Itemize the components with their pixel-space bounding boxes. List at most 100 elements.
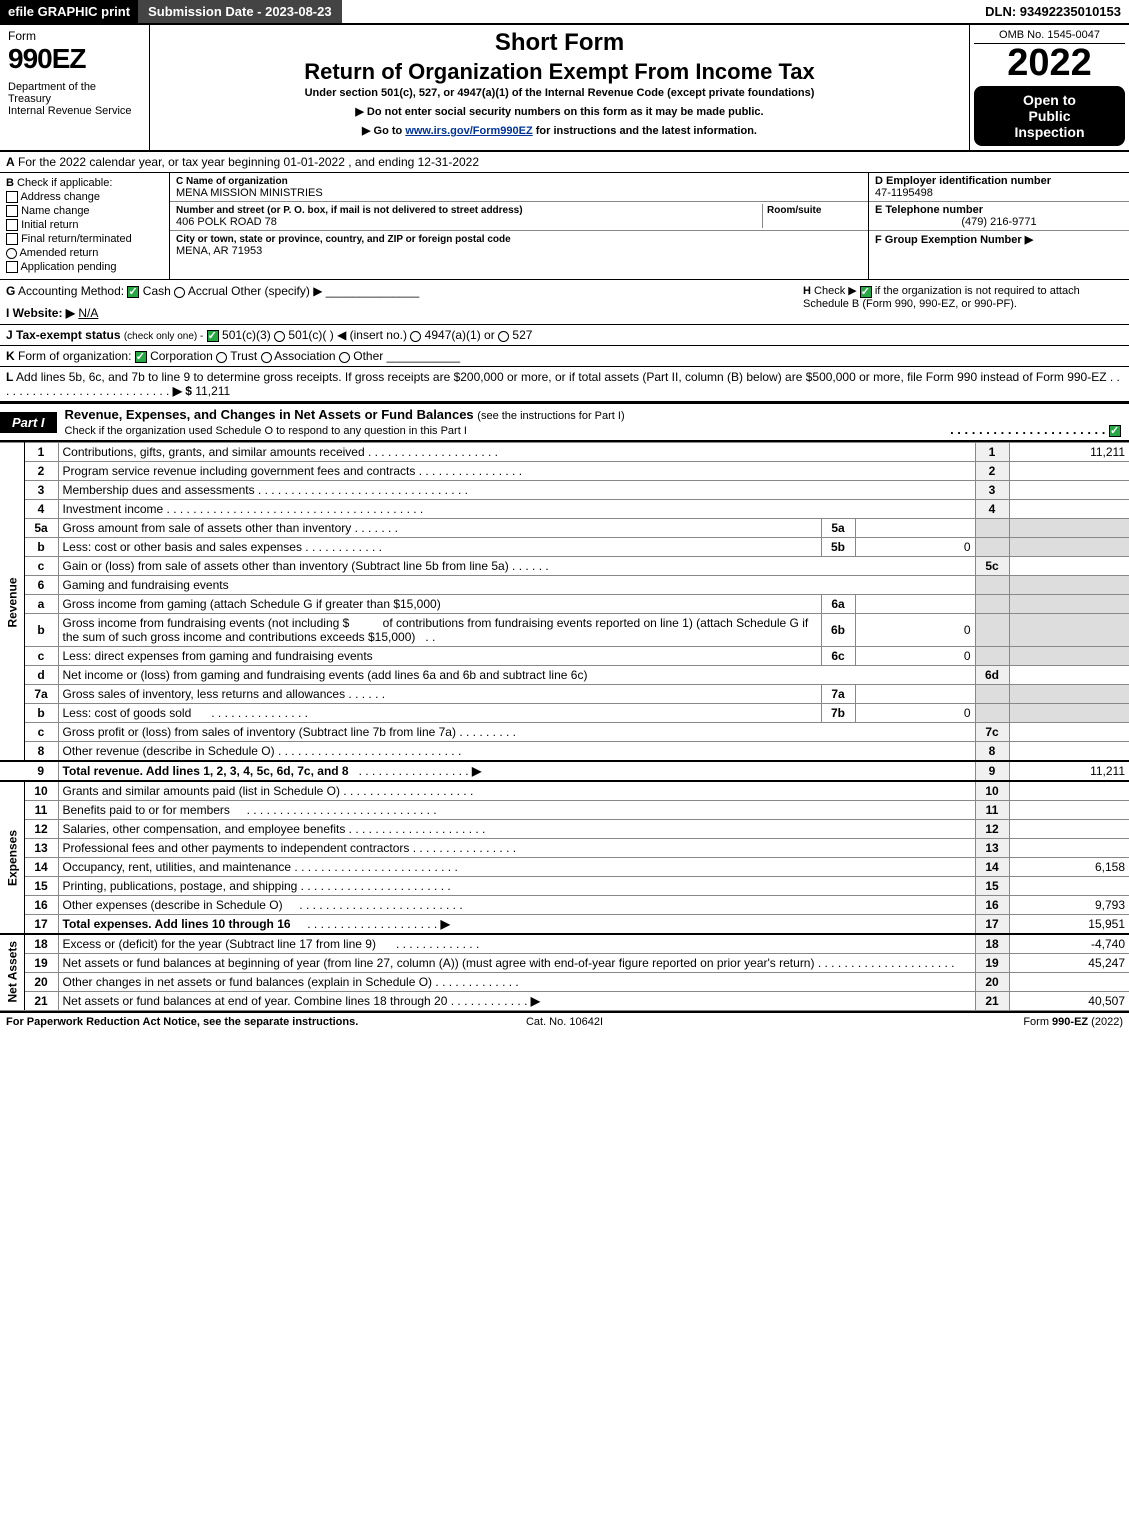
return-subtitle: Under section 501(c), 527, or 4947(a)(1)… bbox=[158, 87, 961, 99]
chk-label: Final return/terminated bbox=[21, 233, 132, 245]
phone-cell: E Telephone number (479) 216-9771 bbox=[869, 202, 1129, 231]
ln-no: d bbox=[24, 666, 58, 685]
chk-label: Amended return bbox=[19, 247, 98, 259]
box-no: 7c bbox=[975, 723, 1009, 742]
group-exempt-label: F Group Exemption Number bbox=[875, 234, 1022, 246]
line-14: 14 Occupancy, rent, utilities, and maint… bbox=[0, 858, 1129, 877]
side-revenue: Revenue bbox=[0, 443, 24, 762]
ln-desc: Less: direct expenses from gaming and fu… bbox=[63, 649, 373, 663]
chk-schedule-b[interactable] bbox=[860, 286, 872, 298]
chk-accrual[interactable] bbox=[174, 287, 185, 298]
room-label: Room/suite bbox=[767, 205, 821, 216]
ln-desc: Net income or (loss) from gaming and fun… bbox=[63, 668, 588, 682]
form-header: Form 990EZ Department of the Treasury In… bbox=[0, 25, 1129, 152]
chk-corporation[interactable] bbox=[135, 351, 147, 363]
header-left: Form 990EZ Department of the Treasury In… bbox=[0, 25, 150, 150]
chk-label: Address change bbox=[20, 191, 100, 203]
addr-cell: Number and street (or P. O. box, if mail… bbox=[170, 202, 868, 231]
website-value: N/A bbox=[78, 306, 98, 320]
arrow-icon: ▶ $ bbox=[173, 384, 192, 398]
ln-no: 8 bbox=[24, 742, 58, 762]
city-label: City or town, state or province, country… bbox=[176, 234, 511, 245]
chk-final-return[interactable]: Final return/terminated bbox=[6, 233, 163, 245]
k-opt0: Corporation bbox=[150, 349, 213, 363]
line-7a: 7a Gross sales of inventory, less return… bbox=[0, 685, 1129, 704]
irs-link[interactable]: www.irs.gov/Form990EZ bbox=[405, 125, 532, 137]
line-16: 16 Other expenses (describe in Schedule … bbox=[0, 896, 1129, 915]
chk-trust[interactable] bbox=[216, 352, 227, 363]
ln-desc: Gross amount from sale of assets other t… bbox=[63, 521, 352, 535]
ln-desc: Less: cost of goods sold bbox=[63, 706, 192, 720]
label-i: I Website: ▶ bbox=[6, 306, 75, 320]
chk-501c3[interactable] bbox=[207, 330, 219, 342]
l-text: Add lines 5b, 6c, and 7b to line 9 to de… bbox=[16, 370, 1107, 384]
chk-other[interactable] bbox=[339, 352, 350, 363]
ln-no: c bbox=[24, 723, 58, 742]
chk-label: Name change bbox=[21, 205, 90, 217]
k-text: Form of organization: bbox=[18, 349, 131, 363]
chk-cash[interactable] bbox=[127, 286, 139, 298]
ln-desc: Gross sales of inventory, less returns a… bbox=[63, 687, 346, 701]
box-shade bbox=[1009, 538, 1129, 557]
chk-initial-return[interactable]: Initial return bbox=[6, 219, 163, 231]
box-no: 3 bbox=[975, 481, 1009, 500]
chk-amended-return[interactable]: Amended return bbox=[6, 247, 163, 259]
side-blank bbox=[0, 761, 24, 781]
ln-no: 19 bbox=[24, 954, 58, 973]
box-val: 11,211 bbox=[1009, 443, 1129, 462]
ln-no: 2 bbox=[24, 462, 58, 481]
row-j: J Tax-exempt status (check only one) - 5… bbox=[0, 325, 1129, 346]
ein-value: 47-1195498 bbox=[875, 187, 933, 199]
ln-no: 13 bbox=[24, 839, 58, 858]
top-bar: efile GRAPHIC print Submission Date - 20… bbox=[0, 0, 1129, 25]
l-value: 11,211 bbox=[195, 384, 230, 398]
chk-label: Application pending bbox=[20, 261, 116, 273]
ln-no: 6 bbox=[24, 576, 58, 595]
box-val bbox=[1009, 801, 1129, 820]
arrow-icon: ▶ bbox=[1025, 234, 1033, 246]
chk-4947[interactable] bbox=[410, 331, 421, 342]
ln-no: 16 bbox=[24, 896, 58, 915]
ln-no: 9 bbox=[24, 761, 58, 781]
org-name-label: C Name of organization bbox=[176, 176, 288, 187]
inner-no: 6c bbox=[821, 647, 855, 666]
inner-no: 6a bbox=[821, 595, 855, 614]
ln-no: 15 bbox=[24, 877, 58, 896]
label-b: B bbox=[6, 177, 14, 189]
radio-icon bbox=[6, 248, 17, 259]
section-bcdef: B Check if applicable: Address change Na… bbox=[0, 173, 1129, 280]
open-to-public-badge: Open to Public Inspection bbox=[974, 86, 1125, 146]
ln-desc: Gaming and fundraising events bbox=[63, 578, 229, 592]
ln-desc: Net assets or fund balances at beginning… bbox=[63, 956, 815, 970]
chk-name-change[interactable]: Name change bbox=[6, 205, 163, 217]
j-sub: (check only one) - bbox=[124, 331, 203, 342]
box-val bbox=[1009, 820, 1129, 839]
chk-association[interactable] bbox=[261, 352, 272, 363]
line-6c: c Less: direct expenses from gaming and … bbox=[0, 647, 1129, 666]
phone-value: (479) 216-9771 bbox=[875, 216, 1123, 228]
box-shade bbox=[975, 614, 1009, 647]
line-1: Revenue 1 Contributions, gifts, grants, … bbox=[0, 443, 1129, 462]
chk-schedule-o[interactable] bbox=[1109, 425, 1121, 437]
ln-desc: Professional fees and other payments to … bbox=[63, 841, 410, 855]
box-val bbox=[1009, 557, 1129, 576]
row-g: G Accounting Method: Cash Accrual Other … bbox=[6, 284, 803, 298]
ln-desc: Benefits paid to or for members bbox=[63, 803, 230, 817]
box-no: 11 bbox=[975, 801, 1009, 820]
header-right: OMB No. 1545-0047 2022 Open to Public In… bbox=[969, 25, 1129, 150]
chk-501c[interactable] bbox=[274, 331, 285, 342]
org-name-cell: C Name of organization MENA MISSION MINI… bbox=[170, 173, 868, 202]
chk-address-change[interactable]: Address change bbox=[6, 191, 163, 203]
chk-application-pending[interactable]: Application pending bbox=[6, 261, 163, 273]
line-6d: d Net income or (loss) from gaming and f… bbox=[0, 666, 1129, 685]
city-cell: City or town, state or province, country… bbox=[170, 231, 868, 259]
chk-527[interactable] bbox=[498, 331, 509, 342]
line-9: 9 Total revenue. Add lines 1, 2, 3, 4, 5… bbox=[0, 761, 1129, 781]
phone-label: E Telephone number bbox=[875, 204, 983, 216]
g-text: Accounting Method: bbox=[18, 284, 124, 298]
box-no: 20 bbox=[975, 973, 1009, 992]
inner-val: 0 bbox=[855, 647, 975, 666]
tax-year: 2022 bbox=[974, 44, 1125, 82]
ln-desc: Net assets or fund balances at end of ye… bbox=[63, 994, 448, 1008]
box-val: 6,158 bbox=[1009, 858, 1129, 877]
